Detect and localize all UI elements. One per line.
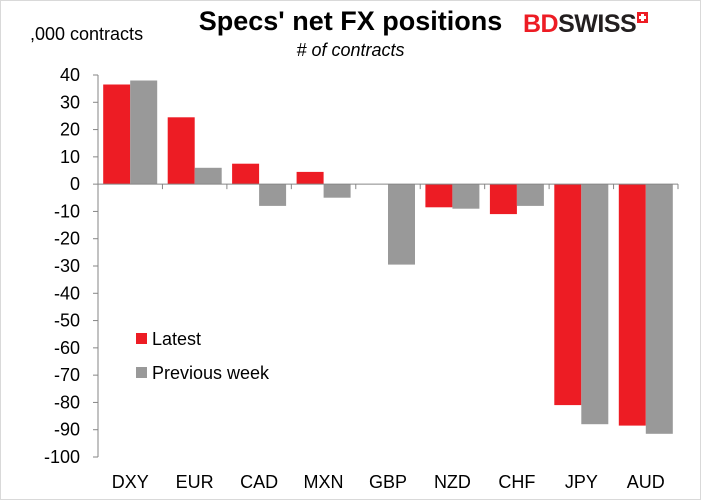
bar-latest-dxy	[103, 84, 131, 185]
x-tick-label-eur: EUR	[176, 472, 214, 492]
bar-previous-week-gbp	[388, 184, 415, 265]
x-tick-label-gbp: GBP	[369, 472, 407, 492]
x-tick-label-cad: CAD	[240, 472, 278, 492]
y-tick-label: -100	[44, 447, 80, 467]
y-tick-label: -90	[54, 420, 80, 440]
y-tick-label: -60	[54, 338, 80, 358]
logo-bd: BD	[523, 10, 559, 38]
x-tick-label-chf: CHF	[498, 472, 535, 492]
y-tick-label: -70	[54, 365, 80, 385]
bar-latest-eur	[167, 117, 195, 185]
x-tick-label-nzd: NZD	[434, 472, 471, 492]
y-tick-label: -20	[54, 229, 80, 249]
bar-latest-chf	[489, 184, 517, 215]
logo-swiss: SWISS	[558, 10, 637, 38]
y-tick-label: -50	[54, 311, 80, 331]
y-tick-label: 0	[70, 174, 80, 194]
bar-latest-mxn	[296, 171, 324, 185]
bar-latest-jpy	[554, 184, 582, 406]
chart-subtitle: # of contracts	[296, 40, 405, 60]
y-tick-label: 10	[60, 147, 80, 167]
bar-previous-week-nzd	[452, 184, 480, 209]
legend-label-latest: Latest	[152, 329, 201, 349]
y-unit-label: ,000 contracts	[30, 24, 144, 44]
bar-previous-week-mxn	[323, 184, 351, 198]
swiss-flag-icon	[637, 12, 649, 23]
x-tick-label-dxy: DXY	[112, 472, 149, 492]
bar-latest-aud	[618, 184, 646, 426]
x-tick-label-aud: AUD	[627, 472, 665, 492]
legend-label-previous-week: Previous week	[152, 363, 270, 383]
bar-previous-week-chf	[516, 184, 544, 206]
bar-latest-cad	[232, 163, 260, 185]
y-tick-label: 20	[60, 120, 80, 140]
y-tick-label: -30	[54, 256, 80, 276]
bar-previous-week-eur	[194, 167, 222, 185]
bar-previous-week-jpy	[581, 184, 609, 425]
bar-previous-week-aud	[645, 184, 673, 434]
bar-previous-week-cad	[259, 184, 287, 206]
y-tick-label: -40	[54, 283, 80, 303]
y-tick-label: 40	[60, 65, 80, 85]
bar-latest-nzd	[425, 184, 453, 208]
bdswiss-logo: BDSWISS	[523, 10, 649, 39]
bar-previous-week-dxy	[130, 80, 158, 185]
legend-swatch-latest	[136, 333, 147, 344]
legend-swatch-previous-week	[136, 367, 147, 378]
chart-title: Specs' net FX positions	[198, 6, 503, 36]
y-tick-label: -80	[54, 392, 80, 412]
x-tick-label-mxn: MXN	[304, 472, 344, 492]
y-tick-label: 30	[60, 92, 80, 112]
y-tick-label: -10	[54, 201, 80, 221]
x-tick-label-jpy: JPY	[565, 472, 598, 492]
